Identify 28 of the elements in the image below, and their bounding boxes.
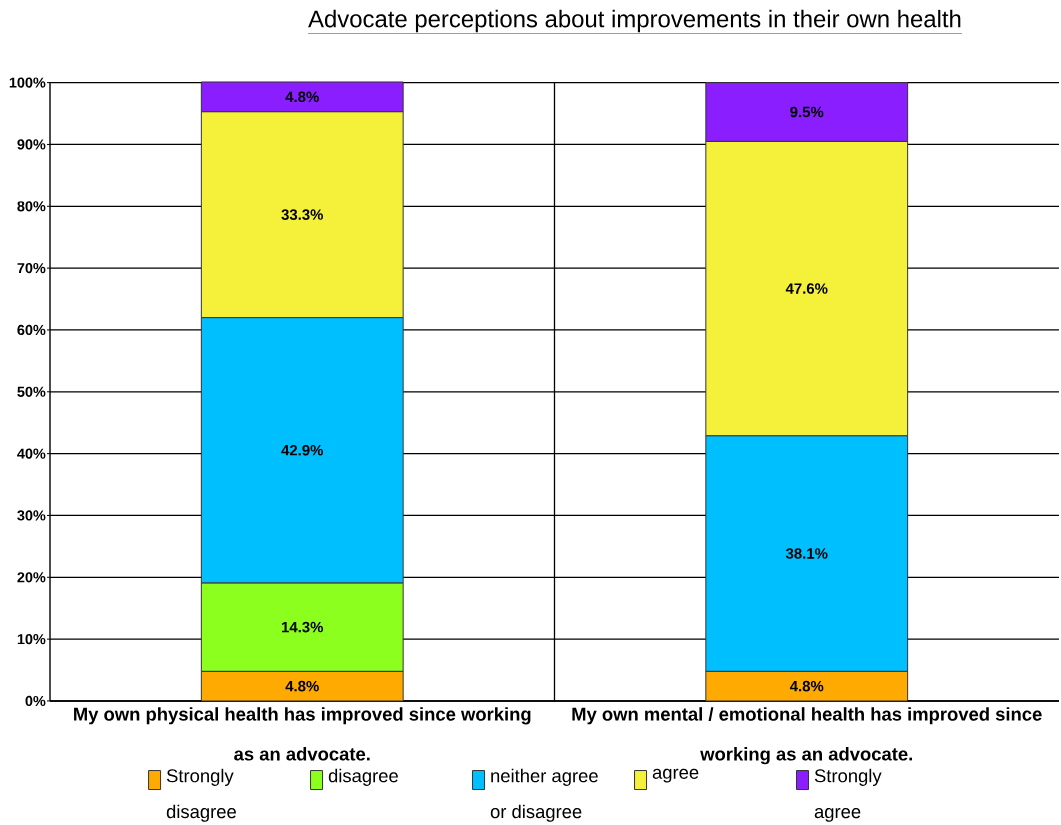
data-label: 38.1% — [785, 548, 828, 559]
y-tick-label: 20% — [17, 572, 46, 583]
y-tick-label: 30% — [17, 510, 46, 521]
legend-label: agree — [652, 768, 699, 783]
y-tick-label: 10% — [17, 634, 46, 645]
y-tick-label: 50% — [17, 386, 46, 397]
y-tick-label: 0% — [25, 695, 46, 707]
data-label: 4.8% — [285, 91, 319, 103]
y-tick-label: 90% — [17, 139, 46, 150]
y-tick-label: 80% — [17, 201, 46, 212]
y-tick-label: 40% — [17, 448, 46, 459]
data-label: 33.3% — [281, 209, 324, 220]
data-label: 4.8% — [285, 680, 319, 692]
y-tick-label: 70% — [17, 263, 46, 274]
category-label: My own physical health has improved since working as an advocate. — [74, 707, 531, 761]
data-label: 42.9% — [281, 444, 324, 456]
y-tick-label: 60% — [17, 324, 46, 336]
legend-label: Strongly disagree — [166, 768, 236, 822]
data-label: 47.6% — [785, 283, 828, 294]
legend-label: Strongly agree — [814, 768, 882, 822]
category-label: My own mental / emotional health has improved since working as an advocate. — [572, 707, 1042, 765]
chart-title: Advocate perceptions about improvements in their own health — [308, 9, 961, 33]
data-label: 14.3% — [282, 621, 324, 633]
legend-label: disagree — [328, 768, 398, 786]
y-tick-label: 100% — [9, 77, 46, 88]
legend-label: neither agree or disagree — [490, 768, 598, 822]
data-label: 4.8% — [789, 680, 824, 692]
data-label: 9.5% — [790, 106, 824, 118]
